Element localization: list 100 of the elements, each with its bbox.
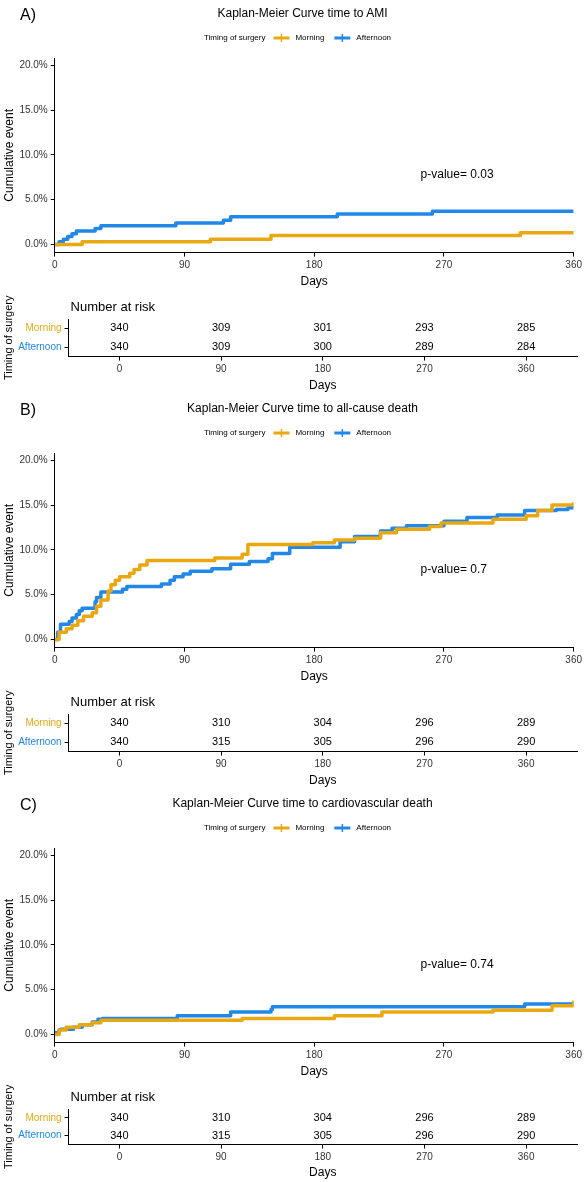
y-axis-title: Timing of surgery [1, 1083, 14, 1170]
y-tick-label: 20.0% [19, 58, 48, 70]
data-label: 340 [110, 321, 129, 334]
data-label: 296 [415, 735, 434, 748]
chart-title: Number at risk [70, 693, 156, 709]
text: A) [20, 6, 36, 24]
y-tick-label: 15.0% [19, 498, 48, 510]
data-label: 289 [516, 1110, 536, 1123]
x-tick-label: 270 [416, 363, 434, 375]
data-label: 309 [211, 340, 231, 353]
x-axis-title: Days [300, 274, 328, 289]
x-tick-label: 360 [565, 259, 583, 271]
x-axis-title: Days [309, 773, 337, 788]
legend-label: Afternoon [356, 823, 392, 833]
y-axis-title: Cumulative event [1, 898, 16, 992]
annotation: p-value= 0.03 [420, 167, 494, 182]
y-tick-label: 5.0% [24, 983, 48, 995]
x-tick-label: 180 [305, 1049, 323, 1061]
y-tick-label: 10.0% [19, 938, 48, 950]
data-label: 293 [415, 321, 434, 334]
x-tick-label: 360 [565, 654, 583, 666]
x-tick-label: 360 [565, 1049, 583, 1061]
x-tick-label: 180 [314, 1151, 332, 1163]
y-tick-label: 10.0% [19, 543, 48, 555]
x-axis-title: Days [309, 378, 337, 393]
x-axis-title: Days [309, 1165, 337, 1180]
data-label: 309 [211, 321, 231, 334]
x-tick-label: 0 [51, 259, 58, 271]
x-tick-label: 180 [305, 654, 323, 666]
chart-title: Number at risk [70, 298, 156, 314]
annotation: p-value= 0.7 [420, 562, 488, 577]
x-tick-label: 0 [116, 1151, 123, 1163]
data-label: 305 [313, 735, 332, 748]
data-label: 290 [516, 1128, 536, 1141]
data-label: 289 [415, 340, 434, 353]
y-tick-label: Morning [25, 717, 62, 729]
text: C) [20, 796, 37, 814]
data-label: 340 [110, 1110, 129, 1123]
y-tick-label: Afternoon [18, 340, 62, 352]
legend-title: Timing of surgery [203, 33, 266, 43]
x-tick-label: 0 [116, 758, 123, 770]
y-tick-label: Morning [25, 1111, 62, 1123]
y-tick-label: 15.0% [19, 893, 48, 905]
legend-label: Morning [295, 823, 325, 833]
text: B) [20, 401, 36, 419]
data-label: 315 [211, 1128, 231, 1141]
x-tick-label: 90 [215, 758, 228, 770]
x-tick-label: 0 [51, 1049, 58, 1061]
y-tick-label: 0.0% [24, 1028, 48, 1040]
data-label: 340 [110, 340, 129, 353]
legend-label: Afternoon [356, 428, 392, 438]
data-label: 296 [415, 1110, 434, 1123]
x-tick-label: 180 [314, 363, 332, 375]
y-axis-title: Timing of surgery [1, 690, 14, 776]
x-tick-label: 180 [314, 758, 332, 770]
y-tick-label: 5.0% [24, 193, 48, 205]
y-tick-label: Morning [25, 322, 62, 334]
data-label: 289 [516, 716, 536, 729]
y-tick-label: 5.0% [24, 588, 48, 600]
x-tick-label: 270 [435, 259, 453, 271]
x-tick-label: 270 [435, 654, 453, 666]
x-tick-label: 90 [215, 1151, 228, 1163]
y-axis-title: Cumulative event [1, 108, 16, 202]
x-tick-label: 360 [517, 1151, 535, 1163]
y-tick-label: 10.0% [19, 148, 48, 160]
data-label: 301 [313, 321, 332, 334]
y-axis-title: Timing of surgery [1, 295, 14, 381]
x-tick-label: 270 [435, 1049, 453, 1061]
y-tick-label: 20.0% [19, 453, 48, 465]
data-label: 284 [516, 340, 536, 353]
x-tick-label: 90 [178, 654, 191, 666]
y-tick-label: Afternoon [18, 735, 62, 747]
data-label: 305 [313, 1128, 332, 1141]
y-tick-label: 20.0% [19, 848, 48, 860]
chart-title: Kaplan-Meier Curve time to all-cause death [187, 401, 418, 416]
x-axis-title: Days [300, 1064, 328, 1079]
legend-label: Morning [295, 33, 325, 43]
annotation: p-value= 0.74 [420, 957, 494, 972]
data-label: 340 [110, 1128, 129, 1141]
x-tick-label: 0 [51, 654, 58, 666]
x-tick-label: 90 [178, 1049, 191, 1061]
chart-title: Kaplan-Meier Curve time to cardiovascular death [172, 796, 433, 811]
data-label: 300 [313, 340, 332, 353]
x-tick-label: 360 [517, 758, 535, 770]
legend-title: Timing of surgery [203, 823, 266, 833]
y-tick-label: 15.0% [19, 103, 48, 115]
data-label: 340 [110, 716, 129, 729]
y-tick-label: Afternoon [18, 1129, 62, 1141]
legend-title: Timing of surgery [203, 428, 266, 438]
x-axis-title: Days [300, 669, 328, 684]
data-label: 304 [313, 716, 332, 729]
data-label: 290 [516, 735, 536, 748]
x-tick-label: 360 [517, 363, 535, 375]
y-tick-label: 0.0% [24, 238, 48, 250]
data-label: 340 [110, 735, 129, 748]
x-tick-label: 0 [116, 363, 123, 375]
legend-label: Afternoon [356, 33, 392, 43]
data-label: 285 [516, 321, 536, 334]
x-tick-label: 270 [416, 758, 434, 770]
data-label: 315 [211, 735, 231, 748]
